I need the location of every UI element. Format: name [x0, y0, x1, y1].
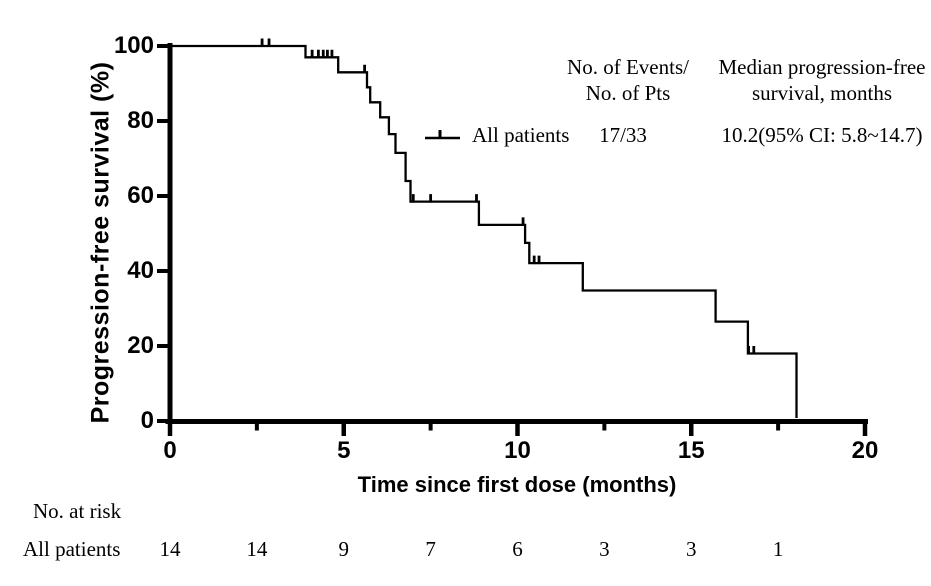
survival-curve — [170, 44, 798, 418]
events-column-header-line2: No. of Pts — [585, 81, 671, 105]
y-tick-label: 100 — [113, 32, 154, 59]
at-risk-value: 1 — [772, 537, 784, 561]
x-tick-label: 20 — [851, 437, 879, 464]
legend-series-label: All patients — [472, 123, 570, 147]
censor-tick-legend-icon — [425, 130, 460, 140]
y-tick-label: 60 — [127, 182, 154, 209]
at-risk-value: 14 — [159, 537, 181, 561]
legend-median-value: 10.2(95% CI: 5.8~14.7) — [721, 123, 923, 147]
x-tick-label: 0 — [163, 437, 177, 464]
x-tick-label: 15 — [677, 437, 705, 464]
at-risk-value: 6 — [512, 537, 523, 561]
x-tick-label: 10 — [504, 437, 531, 464]
x-axis-title: Time since first dose (months) — [357, 472, 677, 497]
y-axis-title: Progression-free survival (%) — [86, 61, 115, 424]
at-risk-value: 3 — [686, 537, 697, 561]
at-risk-value: 7 — [425, 537, 436, 561]
events-column-header-line1: No. of Events/ — [567, 55, 689, 79]
x-tick-label: 5 — [337, 437, 351, 464]
legend-events-value: 17/33 — [599, 123, 647, 147]
at-risk-row-label: All patients — [23, 537, 121, 561]
y-tick-label: 80 — [127, 107, 154, 134]
median-column-header-line1: Median progression-free — [718, 55, 926, 79]
at-risk-title: No. at risk — [33, 499, 122, 523]
median-column-header-line2: survival, months — [752, 81, 892, 105]
y-tick-label: 0 — [140, 407, 154, 434]
y-tick-label: 20 — [127, 332, 154, 359]
y-tick-label: 40 — [127, 257, 154, 284]
at-risk-value: 14 — [246, 537, 268, 561]
at-risk-value: 9 — [338, 537, 350, 561]
at-risk-value: 3 — [599, 537, 610, 561]
